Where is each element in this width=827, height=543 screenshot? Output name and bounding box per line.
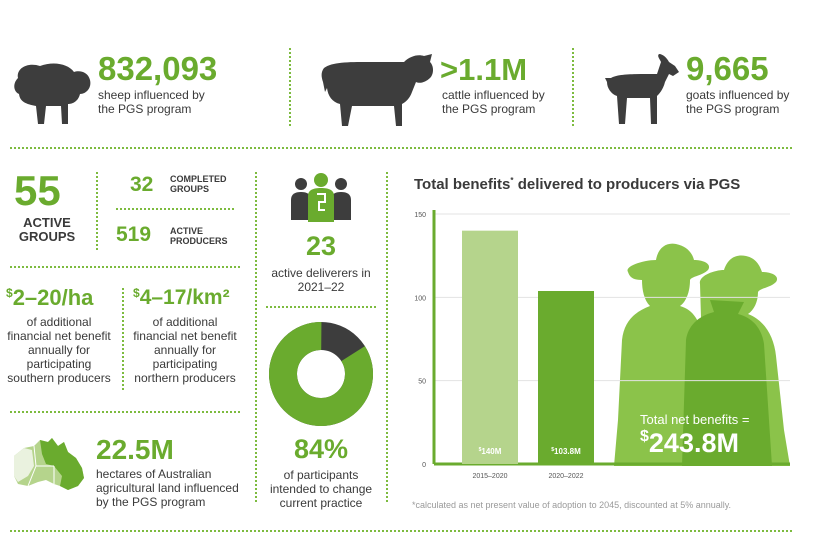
southern-benefit-value: $2–20/ha: [6, 285, 94, 310]
sheep-icon: [10, 58, 92, 128]
benefits-bar-chart: 150 100 50 0 $140M 2015–2020 $103.8M 2020–2022: [404, 206, 796, 488]
land-area-caption: hectares of Australian agricultural land…: [96, 467, 239, 509]
bar-2: [538, 291, 594, 464]
cattle-icon: [318, 52, 436, 128]
active-producers-count: 519: [116, 223, 152, 246]
bar-data-label: $103.8M: [551, 447, 581, 456]
participants-caption: of participants intended to change curre…: [269, 468, 373, 510]
northern-benefit-value: $4–17/km²: [133, 286, 230, 309]
x-tick-label: 2020–2022: [548, 473, 583, 480]
y-tick-label: 150: [414, 212, 426, 219]
chart-footnote: *calculated as net present value of adop…: [412, 500, 732, 510]
deliverers-count: 23: [305, 231, 337, 261]
total-benefits-label: Total net benefits =: [640, 412, 750, 427]
completed-groups-label: COMPLETED GROUPS: [170, 174, 227, 194]
total-benefits-value: $243.8M: [640, 428, 739, 458]
active-groups-label: ACTIVE GROUPS: [18, 215, 76, 244]
active-groups-count: 55: [14, 167, 61, 214]
sheep-caption: sheep influenced by the PGS program: [98, 88, 205, 116]
participants-percent: 84%: [293, 434, 349, 464]
chart-title: Total benefits* delivered to producers v…: [414, 176, 741, 193]
bar-1: [462, 230, 518, 464]
goat-caption: goats influenced by the PGS program: [686, 88, 790, 116]
farmers-silhouette: [604, 240, 794, 466]
cattle-caption: cattle influenced by the PGS program: [442, 88, 545, 116]
goat-count: 9,665: [686, 50, 769, 87]
active-producers-label: ACTIVE PRODUCERS: [170, 226, 228, 246]
y-tick-label: 50: [418, 379, 426, 386]
y-tick-label: 100: [414, 295, 426, 302]
cattle-count: >1.1M: [440, 52, 528, 87]
deliverers-caption: active deliverers in 2021–22: [271, 266, 371, 294]
land-area-value: 22.5M: [96, 434, 174, 465]
northern-benefit-caption: of additional financial net benefit annu…: [133, 315, 237, 385]
southern-benefit-caption: of additional financial net benefit annu…: [7, 315, 111, 385]
sheep-count: 832,093: [98, 50, 218, 87]
x-tick-label: 2015–2020: [472, 473, 507, 480]
people-group-icon: [289, 170, 353, 224]
completed-groups-count: 32: [130, 173, 154, 196]
participants-donut: [269, 322, 373, 426]
bar-data-label: $140M: [479, 447, 502, 456]
y-tick-label: 0: [422, 462, 426, 469]
australia-map-icon: [10, 436, 88, 494]
goat-icon: [603, 52, 681, 126]
donut-participants-slice: [269, 322, 373, 426]
